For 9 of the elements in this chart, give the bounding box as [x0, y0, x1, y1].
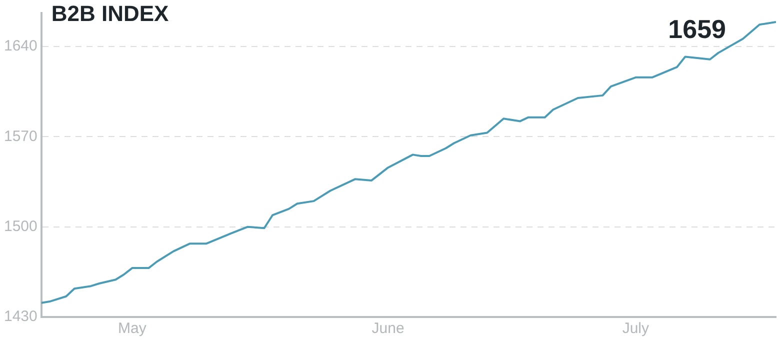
chart-title: B2B INDEX — [51, 1, 170, 26]
annotation: 1659 — [668, 14, 726, 44]
y-tick-label: 1570 — [4, 128, 38, 145]
x-tick-label: May — [118, 320, 147, 338]
x-tick-label: July — [622, 320, 650, 338]
y-tick-label: 1500 — [4, 218, 38, 235]
x-tick-label: June — [372, 320, 404, 338]
y-tick-label: 1640 — [4, 38, 38, 55]
y-tick-label: 1430 — [4, 308, 38, 326]
